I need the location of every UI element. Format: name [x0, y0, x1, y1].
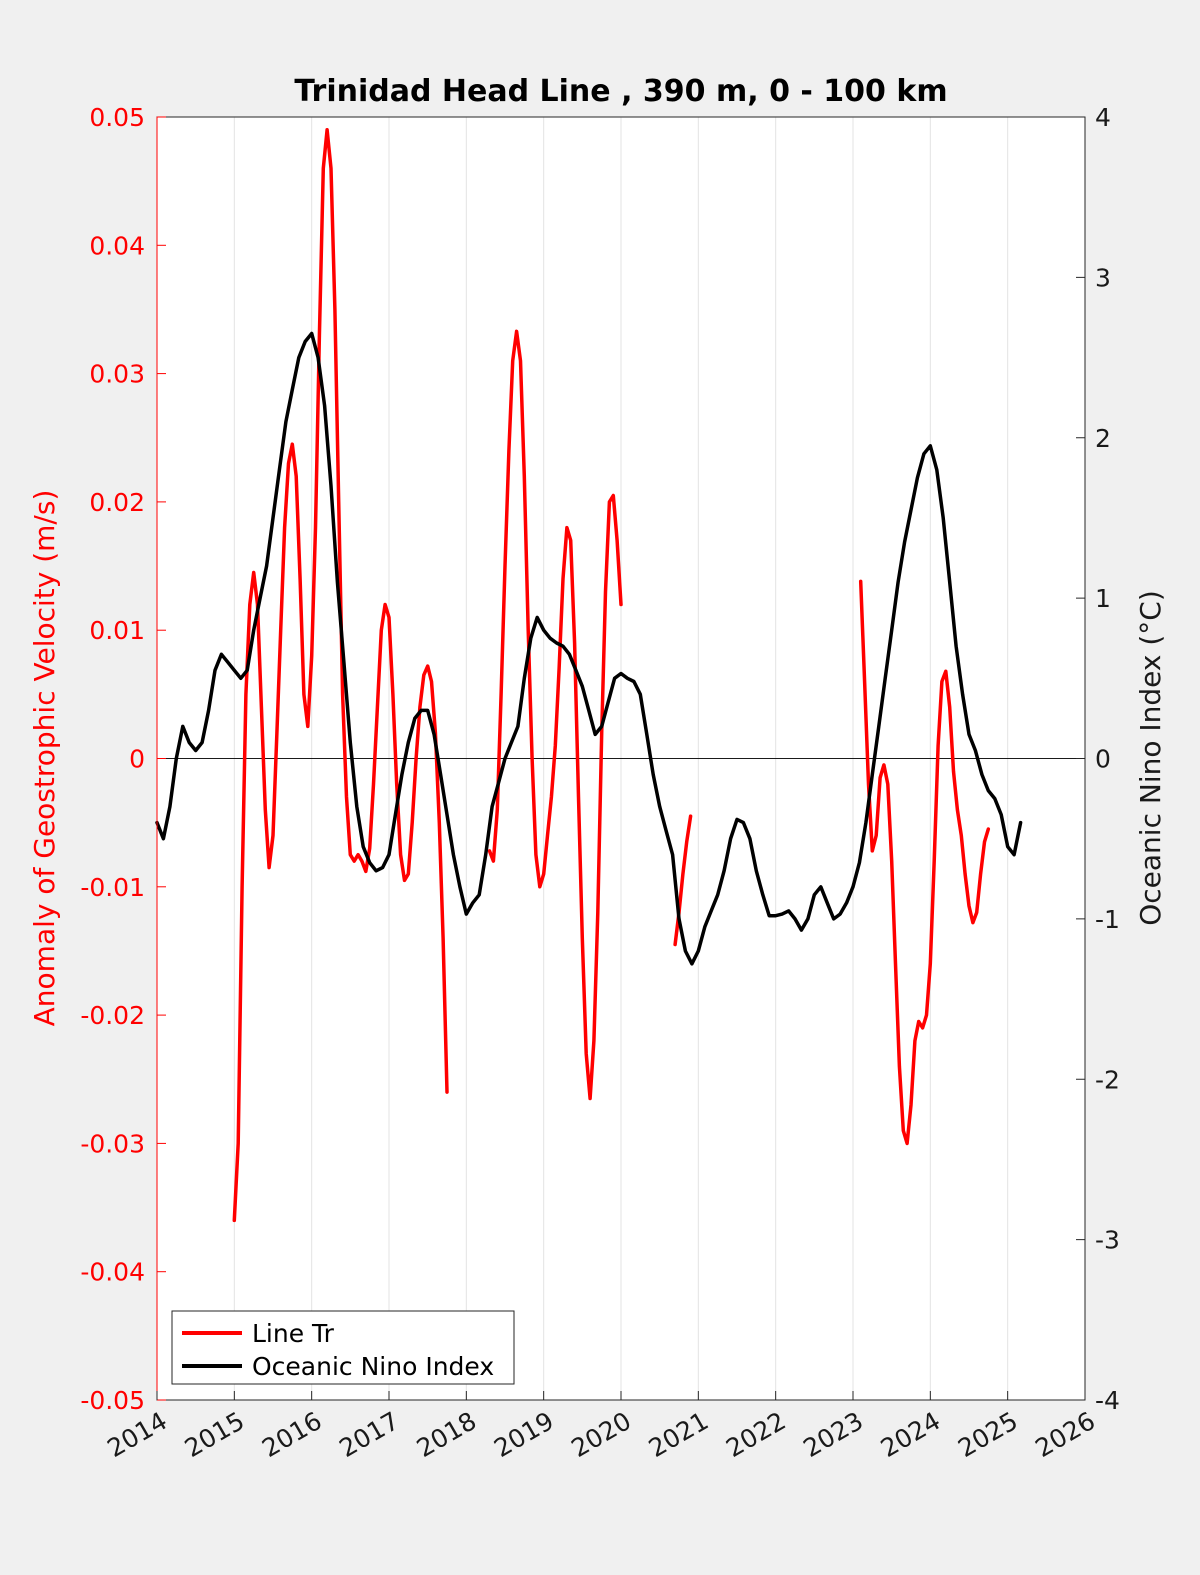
series-lines [155, 128, 1023, 1223]
left-tick-label: -0.03 [80, 1129, 145, 1158]
right-tick-label: -3 [1095, 1226, 1120, 1255]
legend: Line Tr Oceanic Nino Index [171, 1310, 515, 1385]
left-tick-label: 0.02 [89, 488, 145, 517]
right-tick-label: -2 [1095, 1065, 1120, 1094]
right-axis-ticks: 4 3 2 1 0 -1 -2 -3 -4 [1076, 103, 1120, 1415]
left-tick-label: 0.01 [89, 616, 145, 645]
left-axis-ticks: 0.05 0.04 0.03 0.02 0.01 0 -0.01 -0.02 -0.03 -0.0… [80, 103, 166, 1415]
right-tick-label: -4 [1095, 1386, 1120, 1415]
series-line-tr-segment-2 [673, 814, 693, 947]
legend-label-line-tr: Line Tr [252, 1319, 335, 1348]
right-tick-label: 2 [1095, 424, 1111, 453]
series-line-tr-segment-1 [487, 329, 623, 1101]
left-tick-label: 0.04 [89, 231, 145, 260]
right-axis-label: Oceanic Nino Index (°C) [1134, 590, 1167, 926]
chart-title: Trinidad Head Line , 390 m, 0 - 100 km [294, 74, 947, 109]
left-tick-label: 0.05 [89, 103, 145, 132]
left-tick-label: -0.04 [80, 1258, 145, 1287]
series-line-tr-segment-3 [858, 579, 991, 1146]
left-tick-label: -0.01 [80, 873, 145, 902]
right-tick-label: 0 [1095, 745, 1111, 774]
right-tick-label: 4 [1095, 103, 1111, 132]
right-tick-label: 3 [1095, 263, 1111, 292]
right-tick-label: -1 [1095, 905, 1120, 934]
series-line-tr-segment-0 [232, 128, 449, 1223]
legend-label-oni: Oceanic Nino Index [252, 1352, 494, 1381]
series-oni-segment-0 [155, 331, 1023, 966]
left-tick-label: 0.03 [89, 360, 145, 389]
left-tick-label: -0.02 [80, 1001, 145, 1030]
left-tick-label: -0.05 [80, 1386, 145, 1415]
right-tick-label: 1 [1095, 584, 1111, 613]
left-tick-label: 0 [129, 745, 145, 774]
legend-box [171, 1310, 515, 1385]
left-axis-label: Anomaly of Geostrophic Velocity (m/s) [28, 490, 61, 1027]
